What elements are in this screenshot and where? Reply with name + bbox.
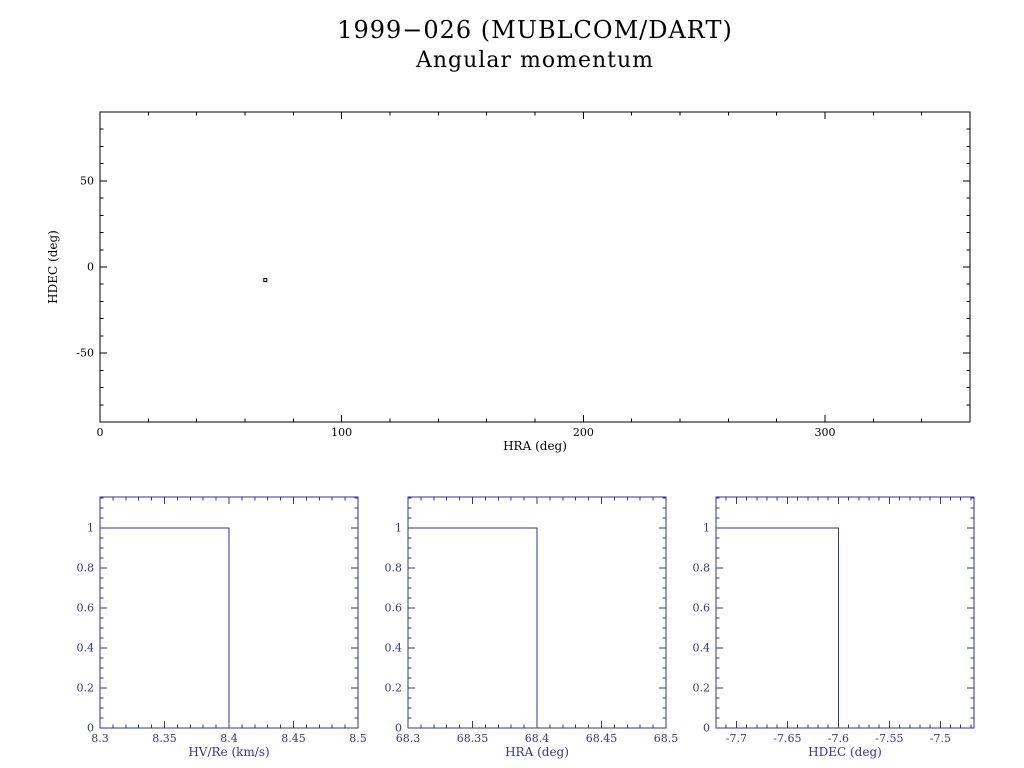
y-tick-label: 0.2 [385,682,403,695]
x-axis-label: HRA (deg) [503,439,567,453]
x-tick-label: 68.4 [525,732,550,745]
y-tick-label: 1 [87,522,94,535]
y-tick-label: -50 [76,347,94,360]
histogram-hdec: -7.7 -7.65 -7.6 -7.55 -7.5 0 0.2 0.4 0.6 0.8 1 HDEC… [693,496,975,759]
data-point [263,278,268,283]
y-tick-label: 0.4 [77,642,95,655]
y-tick-label: 0 [87,722,94,735]
y-tick-label: 0 [703,722,710,735]
y-tick-label: 0.4 [385,642,403,655]
x-axis-label: HV/Re (km/s) [188,745,269,759]
step-line [408,527,666,729]
x-tick-label: 8.5 [349,732,367,745]
step-line [716,527,974,729]
chart-subtitle: Angular momentum [416,48,654,73]
x-tick-label: -7.65 [773,732,801,745]
y-tick-label: 0.8 [385,562,403,575]
x-axis-label: HRA (deg) [505,745,569,759]
x-tick-label: 68.45 [586,732,618,745]
y-tick-label: 50 [80,174,94,187]
y-tick-label: 0.8 [77,562,95,575]
step-line [100,527,358,729]
x-axis-label: HDEC (deg) [808,745,882,759]
y-tick-label: 0.6 [77,602,95,615]
x-tick-label: 8.3 [91,732,109,745]
plot-frame [715,496,975,729]
y-tick-label: 0.6 [693,602,711,615]
x-tick-label: 68.3 [396,732,421,745]
x-tick-label: 8.4 [220,732,238,745]
histogram-hra: 68.3 68.35 68.4 68.45 68.5 0 0.2 0.4 0.6 0.8 1 HRA … [385,496,679,759]
y-tick-label: 0.8 [693,562,711,575]
x-tick-label: 8.35 [152,732,177,745]
x-tick-label: -7.6 [828,732,849,745]
y-tick-label: 0.2 [77,682,95,695]
plot-frame [99,111,971,423]
y-tick-label: 0.2 [693,682,711,695]
histogram-hv-re: 8.3 8.35 8.4 8.45 8.5 0 0.2 0.4 0.6 0.8 1 HV/Re (km… [77,496,367,759]
y-tick-label: 1 [395,522,402,535]
chart-title: 1999−026 (MUBLCOM/DART) [337,16,733,44]
y-tick-label: 0.4 [693,642,711,655]
y-tick-label: 0 [87,261,94,274]
x-tick-label: -7.7 [726,732,747,745]
x-tick-label: 8.45 [281,732,306,745]
scatter-plot-hra-hdec: 0 100 200 300 -50 0 50 HRA (deg) HDEC (deg) [46,111,971,453]
x-tick-label: 68.5 [654,732,679,745]
y-tick-label: 1 [703,522,710,535]
y-axis-label: HDEC (deg) [46,230,60,304]
x-tick-label: 0 [97,426,104,439]
x-tick-label: -7.55 [875,732,903,745]
y-tick-label: 0 [395,722,402,735]
x-tick-label: 200 [573,426,594,439]
x-tick-label: 68.35 [457,732,489,745]
x-tick-label: 300 [815,426,836,439]
x-tick-label: 100 [331,426,352,439]
x-tick-label: -7.5 [930,732,951,745]
y-tick-label: 0.6 [385,602,403,615]
